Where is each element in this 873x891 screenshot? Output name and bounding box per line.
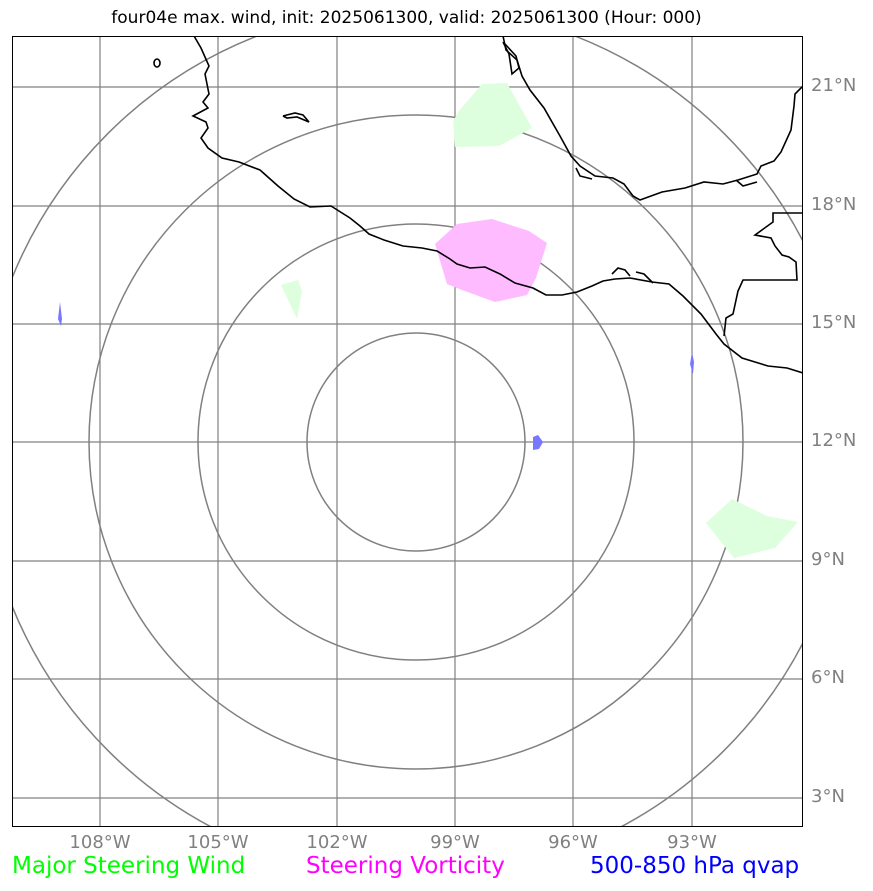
qvap-area-west xyxy=(58,302,62,326)
lon-label-96w: 96°W xyxy=(548,832,598,853)
range-ring-1 xyxy=(306,332,526,552)
coastline-bay-detail xyxy=(611,267,631,277)
steering-wind-area-west xyxy=(281,280,302,319)
lon-label-93w: 93°W xyxy=(667,832,717,853)
lat-label-12n: 12°N xyxy=(811,430,857,451)
map-frame xyxy=(12,36,803,827)
qvap-area-east xyxy=(690,352,694,374)
coastline-bay-detail-2 xyxy=(635,271,654,284)
steering-vorticity-area xyxy=(435,219,547,302)
coastline-gulf xyxy=(502,36,803,201)
range-rings xyxy=(12,36,803,827)
legend-qvap: 500-850 hPa qvap xyxy=(590,853,800,879)
steering-wind-area-north xyxy=(453,83,532,147)
coastline-gulf-notch xyxy=(575,167,593,180)
legend-steering-vorticity: Steering Vorticity xyxy=(306,853,505,879)
range-ring-3 xyxy=(88,114,744,770)
qvap-area-center xyxy=(533,435,543,450)
lat-label-9n: 9°N xyxy=(811,549,845,570)
coastline-mexico-pacific xyxy=(191,36,803,374)
coastline-yucatan-west xyxy=(735,179,758,187)
legend-steering-wind: Major Steering Wind xyxy=(12,853,246,879)
lat-label-6n: 6°N xyxy=(811,667,845,688)
steering-wind-area-southeast xyxy=(706,499,798,558)
qvap-areas xyxy=(58,302,694,450)
map-title: four04e max. wind, init: 2025061300, val… xyxy=(111,8,702,28)
lon-label-105w: 105°W xyxy=(187,832,249,853)
lat-label-15n: 15°N xyxy=(811,312,857,333)
lon-label-108w: 108°W xyxy=(69,832,131,853)
lat-label-18n: 18°N xyxy=(811,194,857,215)
lon-label-99w: 99°W xyxy=(430,832,480,853)
steering-wind-areas xyxy=(281,83,798,558)
lon-label-102w: 102°W xyxy=(306,832,368,853)
coastline-gulf-upper xyxy=(502,41,520,76)
map-panel xyxy=(12,36,803,827)
coastline-guatemala-border xyxy=(723,212,803,337)
coastline xyxy=(153,36,803,374)
range-ring-4 xyxy=(12,36,803,827)
lat-label-3n: 3°N xyxy=(811,786,845,807)
graticule xyxy=(12,36,803,827)
island-revillagigedo xyxy=(282,112,310,123)
range-ring-2 xyxy=(197,223,635,661)
island-tres-marias xyxy=(153,58,161,68)
lat-label-21n: 21°N xyxy=(811,75,857,96)
